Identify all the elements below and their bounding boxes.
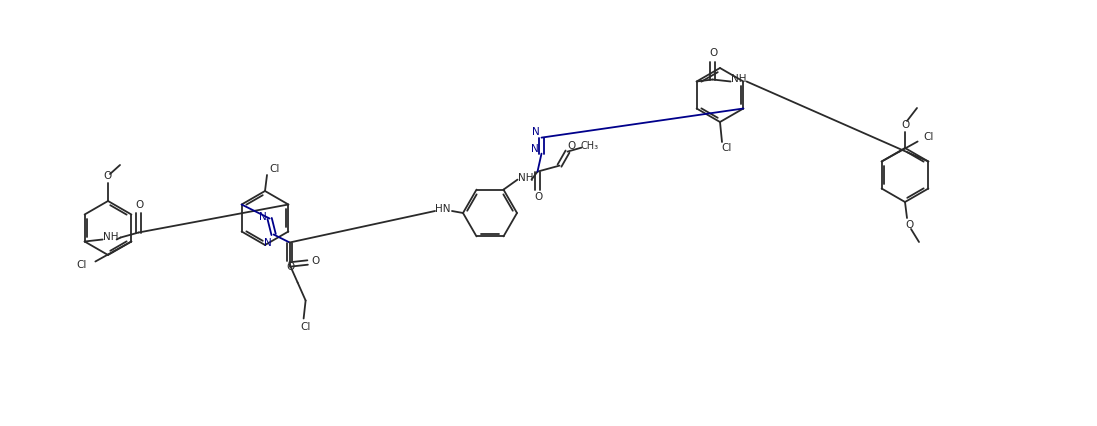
Text: Cl: Cl	[270, 164, 280, 174]
Text: CH₃: CH₃	[580, 141, 599, 151]
Text: O: O	[901, 120, 909, 130]
Text: HN: HN	[436, 204, 451, 214]
Text: N: N	[531, 144, 539, 154]
Text: O: O	[906, 220, 914, 230]
Text: O: O	[312, 256, 319, 265]
Text: Cl: Cl	[76, 261, 87, 271]
Text: N: N	[263, 238, 271, 248]
Text: NH: NH	[518, 173, 533, 183]
Text: O: O	[710, 49, 717, 58]
Text: NH: NH	[731, 75, 746, 84]
Text: N: N	[259, 211, 267, 222]
Text: O: O	[136, 201, 144, 210]
Text: O: O	[104, 171, 112, 181]
Text: Cl: Cl	[924, 132, 934, 143]
Text: O: O	[567, 141, 576, 151]
Text: NH: NH	[103, 233, 118, 242]
Text: O: O	[534, 192, 543, 201]
Text: N: N	[532, 127, 540, 137]
Text: O: O	[286, 262, 295, 273]
Text: Cl: Cl	[301, 322, 310, 331]
Text: Cl: Cl	[722, 143, 732, 153]
